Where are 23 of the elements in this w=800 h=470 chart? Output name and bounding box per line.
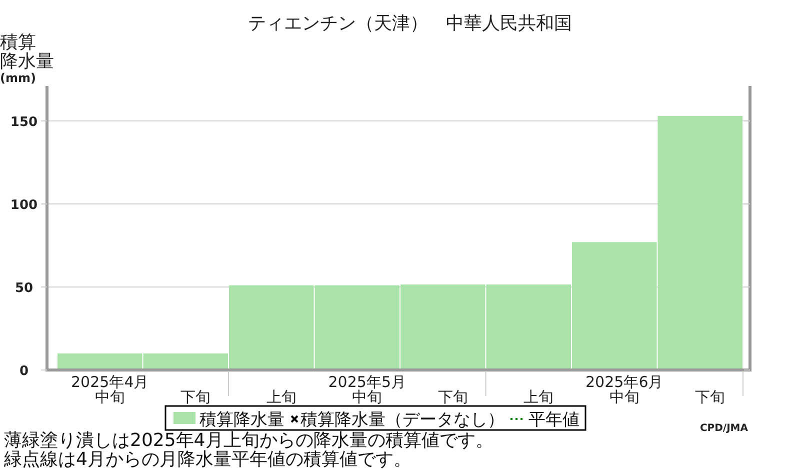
legend-label: 積算降水量 <box>200 410 284 430</box>
x-tick-label: 中旬 <box>94 388 125 406</box>
x-tick-label: 上旬 <box>524 388 554 406</box>
y-axis-title: 積算降水量(mm) <box>0 32 54 85</box>
text: 緑点線は4月からの月降水量平年値の積算値です。 <box>3 449 412 470</box>
y-tick-label: 0 <box>19 364 29 379</box>
x-tick-label: 下旬 <box>180 388 211 406</box>
text: 薄緑塗り潰しは2025年4月上旬からの降水量の積算値です。 <box>4 430 494 451</box>
legend-label: 平年値 <box>528 410 580 430</box>
text: 2025年6月 <box>586 373 664 391</box>
y-tick-label: 50 <box>14 280 34 296</box>
text: CPD/JMA <box>700 423 748 434</box>
legend-label: 積算降水量（データなし） <box>300 410 504 430</box>
y-tick-label: 100 <box>10 198 38 213</box>
x-tick-label: 中旬 <box>352 388 382 406</box>
text: 2025年5月 <box>328 373 406 391</box>
x-tick-label: 下旬 <box>695 388 726 406</box>
chart-title: ティエンチン（天津） 中華人民共和国 <box>248 13 572 34</box>
x-tick-label: 中旬 <box>609 388 640 406</box>
y-tick-label: 150 <box>10 114 38 130</box>
x-tick-label: 上旬 <box>266 388 296 406</box>
x-tick-label: 下旬 <box>438 388 468 406</box>
text: 2025年4月 <box>71 373 149 391</box>
